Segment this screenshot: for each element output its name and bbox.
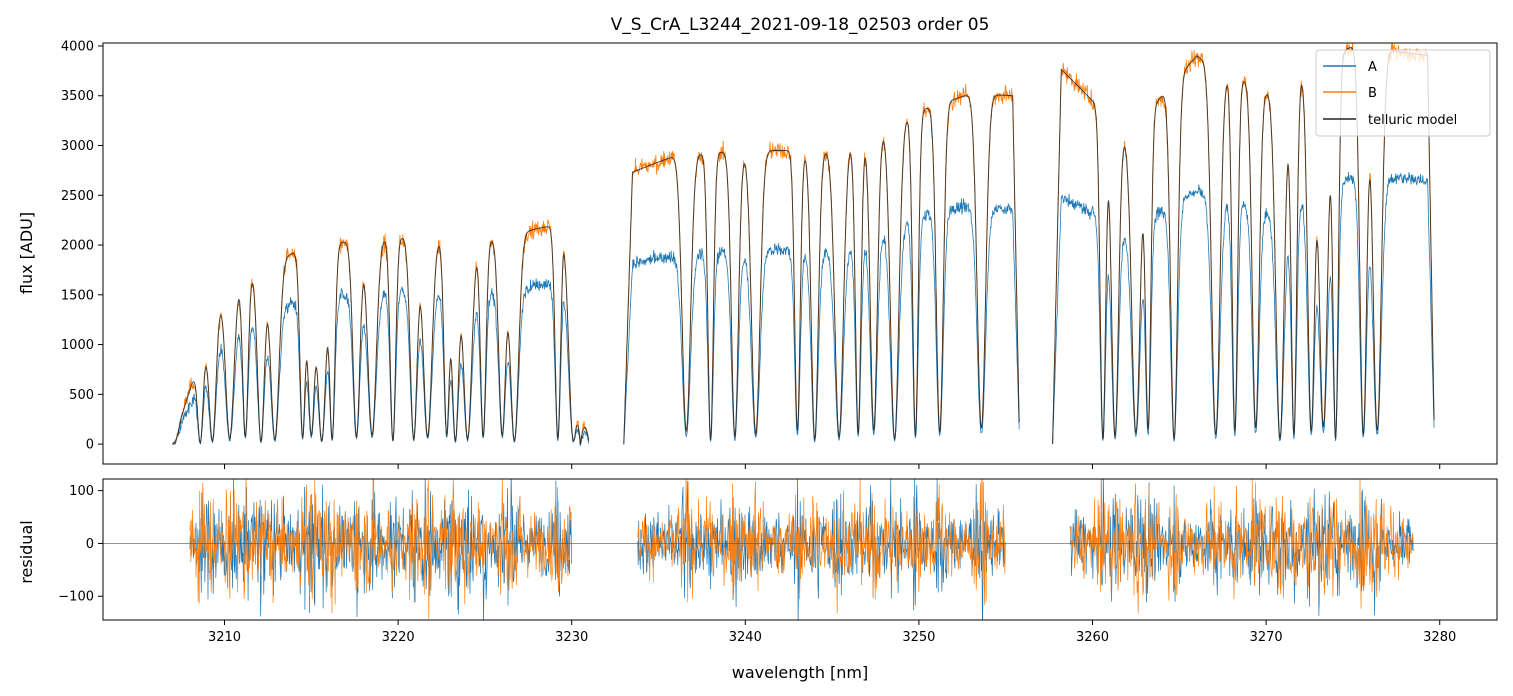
flux-series-group bbox=[172, 43, 1435, 447]
series-B-line bbox=[172, 43, 1435, 445]
legend: A B telluric model bbox=[1315, 49, 1491, 137]
x-tick-label: 3220 bbox=[382, 630, 415, 645]
legend-model-label: telluric model bbox=[1368, 113, 1457, 128]
flux-y-tick-label: 2000 bbox=[61, 239, 94, 254]
legend-A-label: A bbox=[1368, 60, 1377, 75]
flux-y-axis: 0 500 1000 1500 2000 2500 3000 3500 4000 bbox=[61, 39, 103, 453]
flux-y-tick-label: 4000 bbox=[61, 39, 94, 54]
residual-panel: −100 0 100 3210 3220 3230 3240 3250 3260 3270 328… bbox=[17, 478, 1498, 645]
x-tick-label: 3240 bbox=[729, 630, 762, 645]
flux-y-tick-label: 3000 bbox=[61, 139, 94, 154]
flux-y-tick-label: 3500 bbox=[61, 89, 94, 104]
x-tick-label: 3270 bbox=[1250, 630, 1283, 645]
telluric-model-line bbox=[172, 47, 1435, 445]
residual-B-line bbox=[189, 479, 1414, 619]
flux-y-label: flux [ADU] bbox=[17, 212, 36, 294]
x-tick-label: 3250 bbox=[902, 630, 935, 645]
flux-y-tick-label: 2500 bbox=[61, 189, 94, 204]
residual-y-tick-label: 0 bbox=[86, 537, 94, 552]
legend-B-label: B bbox=[1368, 86, 1377, 101]
x-tick-label: 3210 bbox=[208, 630, 241, 645]
residual-series-group bbox=[103, 479, 1497, 620]
flux-panel-frame bbox=[102, 42, 1498, 465]
flux-y-tick-label: 500 bbox=[69, 388, 94, 403]
flux-y-tick-label: 1000 bbox=[61, 338, 94, 353]
legend-box bbox=[1315, 49, 1491, 137]
flux-y-tick-label: 0 bbox=[86, 438, 94, 453]
flux-panel: 0 500 1000 1500 2000 2500 3000 3500 4000 flux [A… bbox=[17, 39, 1498, 469]
residual-y-tick-label: 100 bbox=[69, 484, 94, 499]
residual-panel-frame bbox=[102, 478, 1498, 621]
x-tick-label: 3230 bbox=[555, 630, 588, 645]
residual-x-axis: 3210 3220 3230 3240 3250 3260 3270 3280 bbox=[208, 620, 1456, 645]
chart-title: V_S_CrA_L3244_2021-09-18_02503 order 05 bbox=[611, 15, 990, 35]
residual-y-axis: −100 0 100 bbox=[58, 484, 103, 605]
x-axis-label: wavelength [nm] bbox=[732, 663, 869, 682]
flux-y-tick-label: 1500 bbox=[61, 288, 94, 303]
x-tick-label: 3260 bbox=[1076, 630, 1109, 645]
residual-y-label: residual bbox=[17, 520, 36, 583]
x-tick-label: 3280 bbox=[1423, 630, 1456, 645]
flux-x-ticks bbox=[224, 464, 1441, 469]
residual-y-tick-label: −100 bbox=[58, 590, 94, 605]
